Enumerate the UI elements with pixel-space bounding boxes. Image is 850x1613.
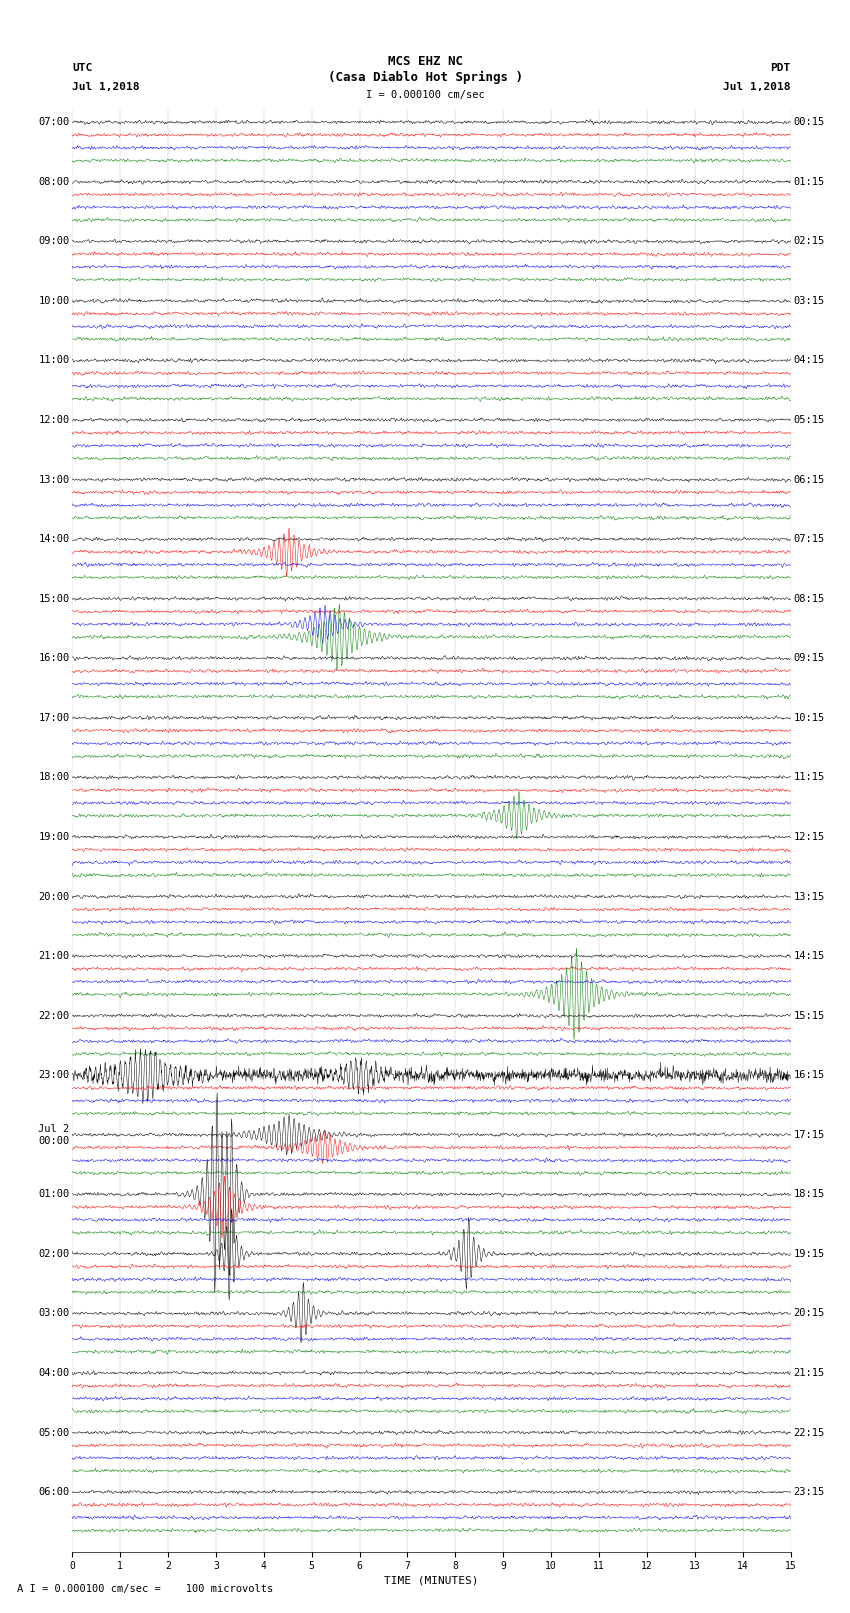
Text: (Casa Diablo Hot Springs ): (Casa Diablo Hot Springs )	[327, 71, 523, 84]
Text: UTC: UTC	[72, 63, 93, 73]
Text: PDT: PDT	[770, 63, 790, 73]
Text: MCS EHZ NC: MCS EHZ NC	[388, 55, 462, 68]
Text: I = 0.000100 cm/sec: I = 0.000100 cm/sec	[366, 90, 484, 100]
Text: A I = 0.000100 cm/sec =    100 microvolts: A I = 0.000100 cm/sec = 100 microvolts	[17, 1584, 273, 1594]
Text: Jul 1,2018: Jul 1,2018	[72, 82, 139, 92]
X-axis label: TIME (MINUTES): TIME (MINUTES)	[384, 1576, 479, 1586]
Text: Jul 1,2018: Jul 1,2018	[723, 82, 791, 92]
